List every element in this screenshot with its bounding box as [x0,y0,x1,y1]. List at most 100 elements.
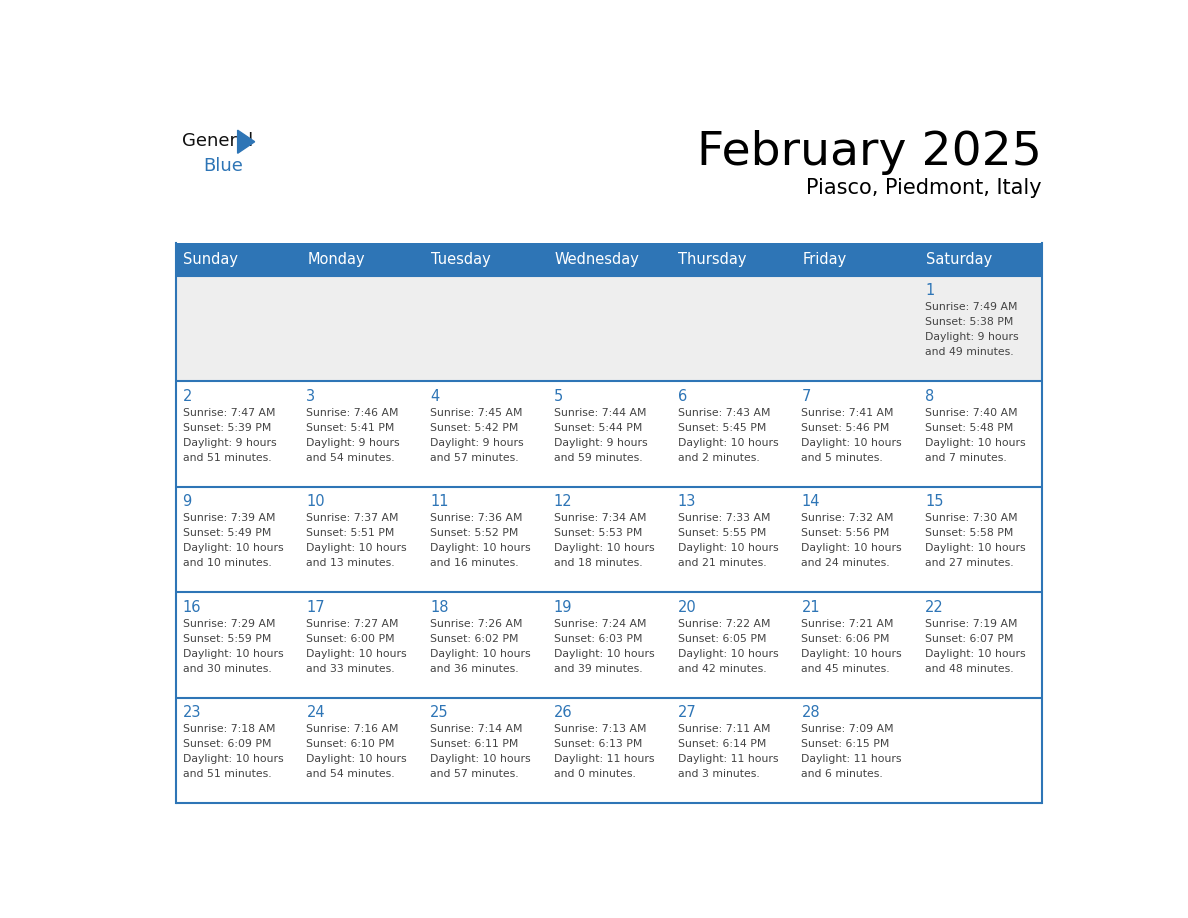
Text: and 54 minutes.: and 54 minutes. [307,769,394,779]
Text: Daylight: 10 hours: Daylight: 10 hours [925,649,1026,659]
Bar [671,698,795,803]
Bar [423,698,546,803]
Text: and 13 minutes.: and 13 minutes. [307,558,394,568]
Bar [176,275,299,381]
Bar [918,592,1042,698]
Text: and 30 minutes.: and 30 minutes. [183,664,271,674]
Text: Sunrise: 7:24 AM: Sunrise: 7:24 AM [554,619,646,629]
Text: 11: 11 [430,495,449,509]
Text: 3: 3 [307,389,316,404]
Text: 19: 19 [554,599,573,615]
Text: 14: 14 [802,495,820,509]
Text: and 0 minutes.: and 0 minutes. [554,769,636,779]
Text: Daylight: 10 hours: Daylight: 10 hours [554,649,655,659]
Text: 26: 26 [554,705,573,721]
Text: Daylight: 10 hours: Daylight: 10 hours [307,649,407,659]
Text: Sunrise: 7:21 AM: Sunrise: 7:21 AM [802,619,895,629]
Bar [918,243,1042,275]
Text: 21: 21 [802,599,820,615]
Text: Sunset: 6:10 PM: Sunset: 6:10 PM [307,739,394,749]
Text: Sunrise: 7:43 AM: Sunrise: 7:43 AM [677,408,770,418]
Text: and 42 minutes.: and 42 minutes. [677,664,766,674]
Text: Thursday: Thursday [678,252,747,267]
Text: Sunrise: 7:18 AM: Sunrise: 7:18 AM [183,724,276,734]
Text: Daylight: 10 hours: Daylight: 10 hours [183,543,283,554]
Text: Daylight: 10 hours: Daylight: 10 hours [802,438,902,448]
Text: Sunrise: 7:37 AM: Sunrise: 7:37 AM [307,513,399,523]
Text: Tuesday: Tuesday [431,252,491,267]
Text: Daylight: 10 hours: Daylight: 10 hours [802,649,902,659]
Text: and 24 minutes.: and 24 minutes. [802,558,890,568]
Bar [546,592,671,698]
Text: Sunrise: 7:27 AM: Sunrise: 7:27 AM [307,619,399,629]
Text: and 3 minutes.: and 3 minutes. [677,769,759,779]
Text: Sunrise: 7:47 AM: Sunrise: 7:47 AM [183,408,276,418]
Text: and 39 minutes.: and 39 minutes. [554,664,643,674]
Text: 17: 17 [307,599,326,615]
Text: 7: 7 [802,389,811,404]
Text: Daylight: 9 hours: Daylight: 9 hours [307,438,400,448]
Text: 1: 1 [925,284,935,298]
Bar [918,698,1042,803]
Text: and 2 minutes.: and 2 minutes. [677,453,759,463]
Text: 4: 4 [430,389,440,404]
Bar [176,592,299,698]
Text: Sunrise: 7:49 AM: Sunrise: 7:49 AM [925,302,1018,312]
Bar [795,698,918,803]
Bar [299,487,423,592]
Text: and 54 minutes.: and 54 minutes. [307,453,394,463]
Bar [299,381,423,487]
Text: and 48 minutes.: and 48 minutes. [925,664,1013,674]
Text: Sunset: 5:46 PM: Sunset: 5:46 PM [802,423,890,432]
Text: Sunrise: 7:29 AM: Sunrise: 7:29 AM [183,619,276,629]
Text: 8: 8 [925,389,935,404]
Bar [423,275,546,381]
Bar [795,487,918,592]
Text: Daylight: 10 hours: Daylight: 10 hours [925,543,1026,554]
Text: Sunset: 6:13 PM: Sunset: 6:13 PM [554,739,643,749]
Text: Sunrise: 7:44 AM: Sunrise: 7:44 AM [554,408,646,418]
Text: and 51 minutes.: and 51 minutes. [183,769,271,779]
Text: Sunrise: 7:33 AM: Sunrise: 7:33 AM [677,513,770,523]
Text: Sunrise: 7:41 AM: Sunrise: 7:41 AM [802,408,895,418]
Text: and 49 minutes.: and 49 minutes. [925,347,1013,357]
Text: and 21 minutes.: and 21 minutes. [677,558,766,568]
Text: Daylight: 10 hours: Daylight: 10 hours [802,543,902,554]
Text: Sunset: 5:48 PM: Sunset: 5:48 PM [925,423,1013,432]
Bar [671,592,795,698]
Text: Daylight: 10 hours: Daylight: 10 hours [307,755,407,765]
Text: 20: 20 [677,599,696,615]
Text: Sunrise: 7:16 AM: Sunrise: 7:16 AM [307,724,399,734]
Bar [176,243,299,275]
Text: Sunset: 5:51 PM: Sunset: 5:51 PM [307,528,394,538]
Text: Sunrise: 7:45 AM: Sunrise: 7:45 AM [430,408,523,418]
Text: Daylight: 11 hours: Daylight: 11 hours [802,755,902,765]
Bar [671,275,795,381]
Text: 28: 28 [802,705,820,721]
Text: and 51 minutes.: and 51 minutes. [183,453,271,463]
Text: Sunrise: 7:32 AM: Sunrise: 7:32 AM [802,513,895,523]
Text: Sunrise: 7:26 AM: Sunrise: 7:26 AM [430,619,523,629]
Text: 16: 16 [183,599,201,615]
Text: Sunrise: 7:34 AM: Sunrise: 7:34 AM [554,513,646,523]
Text: Daylight: 10 hours: Daylight: 10 hours [677,543,778,554]
Text: Daylight: 10 hours: Daylight: 10 hours [307,543,407,554]
Bar [795,243,918,275]
Text: Sunset: 5:45 PM: Sunset: 5:45 PM [677,423,766,432]
Text: 24: 24 [307,705,326,721]
Text: and 36 minutes.: and 36 minutes. [430,664,519,674]
Text: 22: 22 [925,599,944,615]
Text: Sunset: 5:49 PM: Sunset: 5:49 PM [183,528,271,538]
Bar [299,698,423,803]
Text: Daylight: 11 hours: Daylight: 11 hours [677,755,778,765]
Text: Sunrise: 7:46 AM: Sunrise: 7:46 AM [307,408,399,418]
Text: 6: 6 [677,389,687,404]
Text: Sunset: 5:52 PM: Sunset: 5:52 PM [430,528,518,538]
Text: and 7 minutes.: and 7 minutes. [925,453,1007,463]
Text: Sunrise: 7:40 AM: Sunrise: 7:40 AM [925,408,1018,418]
Text: Wednesday: Wednesday [555,252,639,267]
Bar [176,698,299,803]
Text: Sunset: 5:53 PM: Sunset: 5:53 PM [554,528,643,538]
Bar [299,275,423,381]
Text: and 57 minutes.: and 57 minutes. [430,453,519,463]
